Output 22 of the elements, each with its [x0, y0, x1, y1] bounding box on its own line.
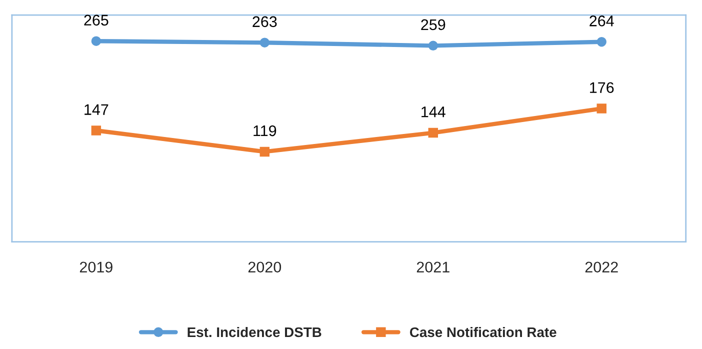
x-tick-label: 2022 — [585, 262, 618, 273]
point — [260, 146, 270, 157]
point — [596, 104, 606, 114]
data-label: 259 — [421, 19, 446, 30]
data-label: 263 — [252, 16, 277, 28]
x-tick-label: 2020 — [248, 262, 282, 273]
legend-label: Case Notification Rate — [410, 326, 556, 338]
data-label: 176 — [590, 82, 614, 94]
x-tick-label: 2021 — [416, 262, 450, 273]
point — [596, 37, 606, 47]
point — [260, 38, 270, 48]
point — [91, 36, 102, 46]
data-label: 264 — [590, 16, 614, 26]
data-label: 144 — [422, 106, 446, 118]
legend-label: Est. Incidence DSTB — [188, 326, 322, 338]
data-label: 147 — [84, 104, 108, 115]
point — [428, 128, 438, 138]
point — [428, 40, 438, 51]
data-label: 119 — [254, 125, 276, 136]
data-label: 265 — [84, 14, 108, 26]
x-tick-label: 2019 — [80, 262, 112, 273]
point — [91, 126, 102, 136]
